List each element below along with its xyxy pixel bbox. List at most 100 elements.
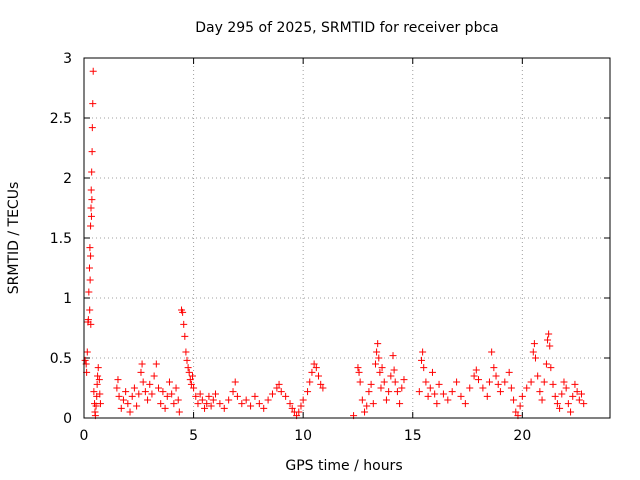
data-point bbox=[551, 392, 559, 400]
data-point bbox=[512, 408, 520, 416]
data-point bbox=[260, 404, 268, 412]
data-point bbox=[175, 408, 183, 416]
data-point bbox=[231, 378, 239, 386]
data-point bbox=[87, 222, 95, 230]
data-point bbox=[534, 372, 542, 380]
x-tick-label: 15 bbox=[404, 428, 422, 444]
data-point bbox=[553, 400, 561, 408]
data-point bbox=[494, 380, 502, 388]
data-point bbox=[87, 186, 95, 194]
data-point bbox=[470, 372, 478, 380]
data-point bbox=[88, 168, 96, 176]
data-point bbox=[569, 392, 577, 400]
data-point bbox=[426, 384, 434, 392]
data-point bbox=[400, 376, 408, 384]
data-point bbox=[377, 384, 385, 392]
data-point bbox=[233, 392, 241, 400]
data-point bbox=[88, 148, 96, 156]
data-point bbox=[390, 366, 398, 374]
data-point bbox=[304, 388, 312, 396]
data-point bbox=[203, 400, 211, 408]
y-tick-label: 2.5 bbox=[50, 111, 72, 127]
data-point bbox=[361, 408, 369, 416]
data-point bbox=[86, 276, 94, 284]
data-point bbox=[387, 372, 395, 380]
data-point bbox=[192, 392, 200, 400]
data-point bbox=[558, 390, 566, 398]
data-point bbox=[428, 368, 436, 376]
data-point bbox=[93, 380, 101, 388]
data-point bbox=[567, 408, 575, 416]
data-point bbox=[181, 332, 189, 340]
data-point bbox=[545, 330, 553, 338]
data-point bbox=[114, 376, 122, 384]
data-point bbox=[492, 372, 500, 380]
data-point bbox=[549, 380, 557, 388]
data-point bbox=[317, 380, 325, 388]
y-axis-label: SRMTID / TECUs bbox=[6, 182, 22, 295]
data-point bbox=[184, 364, 192, 372]
data-point bbox=[85, 288, 93, 296]
data-point bbox=[84, 316, 92, 324]
data-point bbox=[172, 384, 180, 392]
data-point bbox=[148, 390, 156, 398]
data-point bbox=[354, 364, 362, 372]
data-point bbox=[457, 392, 465, 400]
data-point bbox=[380, 378, 388, 386]
data-point bbox=[170, 400, 178, 408]
data-point bbox=[190, 384, 198, 392]
data-point bbox=[251, 392, 259, 400]
data-point bbox=[207, 402, 215, 410]
data-point bbox=[205, 392, 213, 400]
data-point bbox=[398, 384, 406, 392]
data-point bbox=[282, 392, 290, 400]
data-point bbox=[157, 400, 165, 408]
y-tick-label: 1.5 bbox=[50, 231, 72, 247]
data-point bbox=[418, 356, 426, 364]
data-point bbox=[546, 342, 554, 350]
x-tick-label: 0 bbox=[80, 428, 89, 444]
data-point bbox=[297, 402, 305, 410]
data-point bbox=[117, 404, 125, 412]
data-point bbox=[201, 404, 209, 412]
data-point bbox=[355, 368, 363, 376]
y-tick-label: 2 bbox=[63, 171, 72, 187]
data-point bbox=[186, 376, 194, 384]
data-point bbox=[122, 388, 130, 396]
data-point bbox=[444, 396, 452, 404]
data-point bbox=[198, 396, 206, 404]
data-point bbox=[225, 396, 233, 404]
y-tick-label: 0.5 bbox=[50, 351, 72, 367]
data-point bbox=[152, 360, 160, 368]
data-point bbox=[529, 348, 537, 356]
data-point bbox=[367, 380, 375, 388]
data-point bbox=[94, 372, 102, 380]
data-point bbox=[295, 408, 303, 416]
data-point bbox=[516, 402, 524, 410]
data-point bbox=[542, 360, 550, 368]
data-point bbox=[319, 384, 327, 392]
data-point bbox=[488, 348, 496, 356]
y-tick-label: 1 bbox=[63, 291, 72, 307]
data-point bbox=[424, 392, 432, 400]
data-point bbox=[475, 376, 482, 384]
data-point bbox=[220, 404, 228, 412]
data-point bbox=[288, 404, 296, 412]
data-point bbox=[163, 392, 171, 400]
data-point bbox=[466, 384, 474, 392]
data-point bbox=[89, 100, 97, 108]
data-point bbox=[431, 390, 439, 398]
plot-frame bbox=[83, 57, 611, 419]
data-point bbox=[94, 364, 102, 372]
data-point bbox=[510, 396, 518, 404]
data-point bbox=[146, 380, 154, 388]
data-point bbox=[85, 264, 93, 272]
y-tick-label: 0 bbox=[63, 411, 72, 427]
data-point bbox=[490, 364, 498, 372]
data-point bbox=[358, 396, 366, 404]
data-point bbox=[87, 204, 95, 212]
data-point bbox=[439, 390, 447, 398]
data-point bbox=[150, 372, 158, 380]
data-point bbox=[275, 380, 283, 388]
chart-title: Day 295 of 2025, SRMTID for receiver pbc… bbox=[195, 20, 498, 36]
